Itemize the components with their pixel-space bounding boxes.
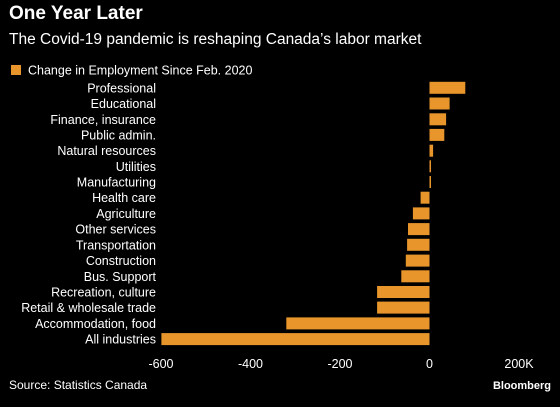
bar-natural-resources [429,144,434,157]
category-label: Bus. Support [84,270,157,284]
x-tick-label: -600 [148,357,173,371]
category-label: Retail & wholesale trade [21,301,156,315]
bar-manufacturing [429,176,431,188]
category-label: Other services [75,223,156,237]
bar-retail-wholesale-trade [377,301,430,314]
bar-agriculture [412,207,430,220]
bar-other-services [408,223,430,236]
bar-transportation [407,238,430,251]
bar-health-care [420,191,430,204]
category-label: Manufacturing [77,176,156,190]
category-label: Educational [91,97,156,111]
category-label: Utilities [116,160,156,174]
bar-bus-support [401,270,430,283]
chart-subtitle: The Covid-19 pandemic is reshaping Canad… [9,31,422,48]
legend: Change in Employment Since Feb. 2020 [11,64,252,78]
x-tick-label: -200 [327,357,352,371]
bar-finance-insurance [429,113,447,126]
bar-educational [429,97,450,110]
brand-logo: Bloomberg [492,380,551,392]
category-label: Construction [86,254,156,268]
category-label: All industries [85,333,156,347]
x-tick-label: 0 [426,357,433,371]
category-label: Recreation, culture [51,286,156,300]
bar-accommodation-food [286,317,430,330]
bar-public-admin [429,128,445,141]
bars-group [161,81,466,346]
bar-recreation-culture [377,286,430,298]
bar-utilities [429,160,431,173]
bar-professional [429,81,466,94]
chart-title: One Year Later [9,3,143,24]
category-label: Public admin. [81,128,156,142]
x-tick-label: 200K [504,357,534,371]
x-tick-label: -400 [238,357,263,371]
category-label: Finance, insurance [50,113,156,127]
bar-construction [405,254,430,267]
category-label: Health care [92,191,156,205]
category-label: Accommodation, food [35,317,156,331]
x-axis-ticks: -600 -400 -200 0 200K [148,357,534,371]
source-note: Source: Statistics Canada [9,378,148,392]
category-label: Agriculture [96,207,156,221]
category-label: Professional [87,81,156,95]
category-labels: Professional Educational Finance, insuranc… [21,81,156,346]
bar-all-industries [161,333,430,346]
legend-swatch [11,65,21,75]
category-label: Natural resources [57,144,156,158]
legend-label: Change in Employment Since Feb. 2020 [28,64,252,78]
category-label: Transportation [76,238,156,252]
